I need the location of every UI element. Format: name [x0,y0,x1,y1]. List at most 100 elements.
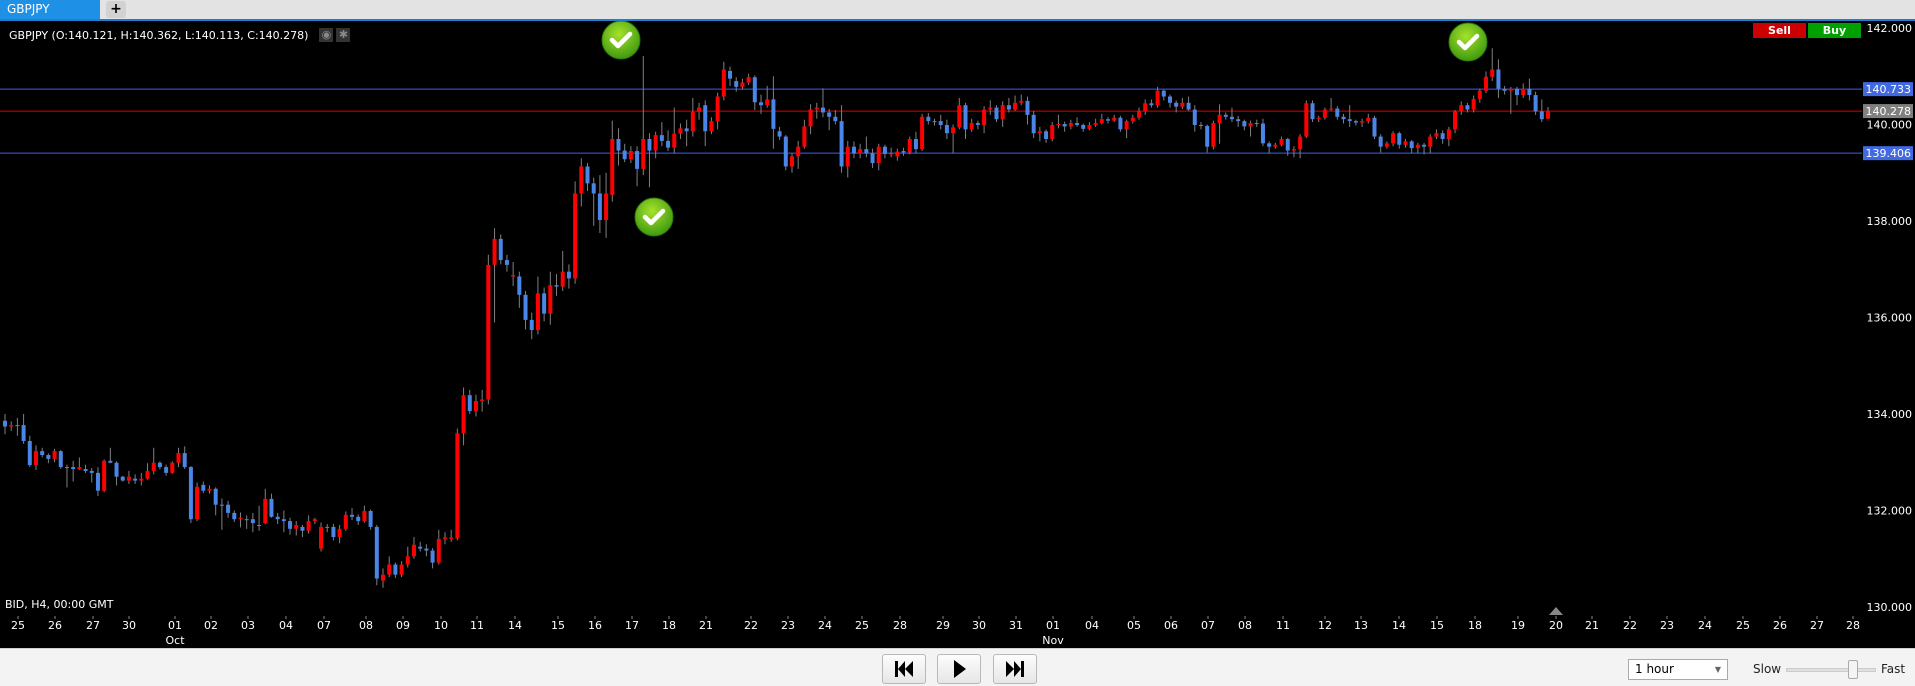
candle-body [1062,124,1067,127]
x-tick-label: 24 [818,619,832,632]
gear-icon[interactable]: ✱ [336,28,351,42]
candle [126,470,131,484]
candle [920,113,925,152]
candle-body [58,451,63,468]
candle-body [157,462,162,468]
candle-body [244,519,249,521]
candle [213,487,218,516]
candle [988,100,993,115]
candle [709,117,714,135]
candle-body [697,107,702,112]
candle-body [238,517,243,520]
candle-body [994,107,999,120]
candle-body [1372,117,1377,137]
candle-body [1415,144,1420,149]
candle [430,548,435,569]
candle [1167,94,1172,108]
check-circle-icon [634,197,674,237]
candle-body [1099,119,1104,124]
candle-body [1285,138,1290,151]
sell-button[interactable]: Sell [1753,23,1806,38]
x-tick-label: 25 [11,619,25,632]
candle [1533,91,1538,115]
candle [839,105,844,173]
timeframe-select[interactable]: 1 hour ▼ [1628,659,1728,680]
x-tick-label: 14 [508,619,522,632]
y-tick-label: 130.000 [1867,601,1913,614]
candle-body [1521,88,1526,96]
candle-body [926,116,931,122]
add-tab-button[interactable]: + [106,1,126,18]
target-icon[interactable]: ◉ [319,28,334,42]
candle-body [405,556,410,565]
candle-body [1527,88,1532,96]
check-mark [1456,33,1480,51]
candle [1353,119,1358,126]
candle [1415,142,1420,154]
candle-body [306,521,311,531]
candle [1056,114,1061,129]
x-tick-label: 15 [551,619,565,632]
candle-body [1291,149,1296,151]
candle-body [1366,117,1371,122]
price-chart[interactable]: 142.000 140.000 138.000 136.000 134.000 132.0… [0,21,1915,648]
candle [1366,113,1371,124]
y-tick-label: 136.000 [1867,312,1913,325]
tab-gbpjpy[interactable]: GBPJPY [0,0,100,19]
x-tick-label: 27 [86,619,100,632]
candle [83,464,88,473]
candle-body [1149,103,1154,106]
candle-body [467,395,472,412]
candle [1205,124,1210,153]
candle-body [89,470,94,473]
candle-body [46,455,51,459]
candle [746,73,751,85]
ohlc-text: GBPJPY (O:140.121, H:140.362, L:140.113,… [9,28,309,42]
candle-body [1360,121,1365,123]
candle-body [1124,121,1129,130]
candle-body [864,149,869,154]
candle-body [1180,102,1185,107]
candle-body [622,150,627,160]
candle [1025,96,1030,125]
candle [356,514,361,525]
candle-body [715,96,720,122]
candle [1149,99,1154,108]
candle-body [529,319,534,331]
current-time-marker [1549,607,1563,615]
skip-to-start-button[interactable] [882,654,926,684]
candle [876,143,881,171]
candlestick-chart[interactable]: 142.000 140.000 138.000 136.000 134.000 132.0… [0,21,1915,648]
candle-body [1198,124,1203,126]
candle [449,529,454,542]
x-tick-label: 22 [744,619,758,632]
buy-button[interactable]: Buy [1808,23,1861,38]
candle-body [1186,102,1191,110]
candle-body [1546,111,1550,119]
candle [102,459,107,493]
candle-body [591,183,596,194]
play-button[interactable] [937,654,981,684]
x-tick-label: 13 [1354,619,1368,632]
candle-body [833,116,838,122]
speed-slider-track[interactable] [1786,668,1876,672]
candle-body [126,476,131,481]
candle-body [102,460,107,491]
candle-body [1031,114,1036,134]
candle [139,472,144,486]
x-tick-label: 28 [1846,619,1860,632]
candle [851,141,856,159]
skip-to-end-button[interactable] [993,654,1037,684]
candle [411,537,416,559]
candle [9,421,14,431]
slow-label: Slow [1753,662,1782,676]
candle [319,522,324,552]
candle-body [1391,133,1396,144]
speed-slider-thumb[interactable] [1848,660,1859,679]
candle [734,77,739,92]
candle-body [213,488,218,505]
candle-body [1267,143,1272,147]
candle [504,254,509,272]
candle-body [635,151,640,169]
candle [1477,88,1482,103]
